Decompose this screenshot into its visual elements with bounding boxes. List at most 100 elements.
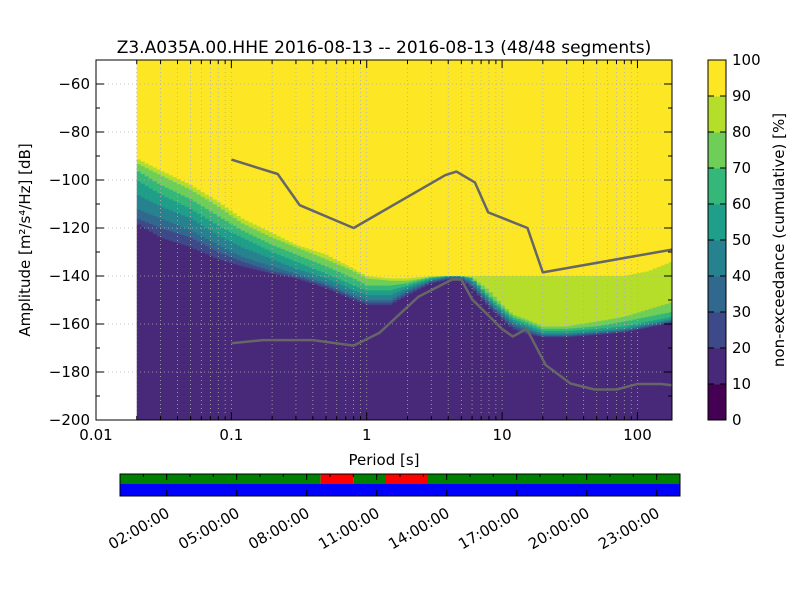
heatmap-cell bbox=[236, 245, 242, 256]
heatmap-cell bbox=[252, 229, 258, 237]
heatmap-cell bbox=[304, 279, 310, 283]
heatmap-cell bbox=[556, 276, 562, 327]
heatmap-cell bbox=[136, 227, 142, 420]
heatmap-cell bbox=[512, 329, 518, 333]
heatmap-cell bbox=[376, 279, 382, 287]
heatmap-cell bbox=[592, 332, 598, 335]
heatmap-cell bbox=[388, 304, 394, 308]
heatmap-cell bbox=[524, 319, 530, 323]
heatmap-cell bbox=[344, 294, 350, 298]
heatmap-cell bbox=[628, 320, 634, 326]
heatmap-cell bbox=[640, 311, 646, 319]
heatmap-cell bbox=[224, 60, 230, 209]
heatmap-cell bbox=[536, 60, 542, 277]
heatmap-cell bbox=[444, 277, 450, 280]
coverage-used-segment bbox=[428, 474, 680, 484]
heatmap-cell bbox=[300, 270, 306, 277]
heatmap-cell bbox=[560, 336, 566, 338]
heatmap-cell bbox=[576, 60, 582, 277]
heatmap-cell bbox=[260, 274, 266, 420]
heatmap-cell bbox=[384, 285, 390, 291]
heatmap-cell bbox=[292, 273, 298, 277]
heatmap-cell bbox=[432, 279, 438, 281]
heatmap-cell bbox=[476, 297, 482, 420]
coverage-time-label: 14:00:00 bbox=[385, 504, 452, 553]
heatmap-cell bbox=[260, 247, 266, 256]
heatmap-cell bbox=[300, 278, 306, 282]
heatmap-cell bbox=[168, 222, 174, 232]
heatmap-cell bbox=[236, 265, 242, 271]
heatmap-cell bbox=[668, 60, 672, 263]
heatmap-cell bbox=[628, 274, 634, 316]
heatmap-cell bbox=[204, 238, 210, 247]
heatmap-cell bbox=[652, 320, 658, 324]
heatmap-cell bbox=[412, 279, 418, 282]
heatmap-cell bbox=[616, 334, 622, 420]
heatmap-cell bbox=[624, 60, 630, 277]
heatmap-cell bbox=[160, 176, 166, 187]
heatmap-cell bbox=[348, 301, 354, 420]
heatmap-cell bbox=[212, 199, 218, 205]
heatmap-cell bbox=[196, 250, 202, 258]
heatmap-cell bbox=[356, 299, 362, 303]
heatmap-cell bbox=[412, 291, 418, 295]
heatmap-cell bbox=[172, 191, 178, 202]
heatmap-cell bbox=[536, 333, 542, 336]
heatmap-cell bbox=[588, 329, 594, 333]
heatmap-cell bbox=[636, 329, 642, 332]
heatmap-cell bbox=[292, 246, 298, 255]
heatmap-cell bbox=[436, 280, 442, 283]
heatmap-cell bbox=[416, 285, 422, 289]
heatmap-cell bbox=[456, 280, 462, 420]
heatmap-cell bbox=[308, 280, 314, 284]
heatmap-cell bbox=[612, 276, 618, 319]
heatmap-cell bbox=[544, 331, 550, 335]
heatmap-cell bbox=[216, 216, 222, 227]
heatmap-cell bbox=[156, 60, 162, 170]
heatmap-cell bbox=[260, 228, 266, 234]
heatmap-cell bbox=[180, 185, 186, 196]
heatmap-cell bbox=[152, 234, 158, 241]
heatmap-cell bbox=[528, 326, 534, 329]
heatmap-cell bbox=[396, 284, 402, 289]
heatmap-cell bbox=[256, 273, 262, 420]
heatmap-cell bbox=[412, 283, 418, 286]
heatmap-cell bbox=[628, 325, 634, 329]
heatmap-cell bbox=[520, 318, 526, 321]
heatmap-cell bbox=[224, 229, 230, 240]
heatmap-cell bbox=[492, 300, 498, 304]
heatmap-cell bbox=[216, 259, 222, 265]
heatmap-cell bbox=[532, 330, 538, 333]
heatmap-cell bbox=[616, 331, 622, 334]
heatmap-cell bbox=[332, 263, 338, 271]
heatmap-cell bbox=[648, 323, 654, 326]
heatmap-cell bbox=[436, 281, 442, 284]
heatmap-cell bbox=[580, 337, 586, 420]
heatmap-cell bbox=[496, 276, 502, 302]
heatmap-cell bbox=[552, 337, 558, 339]
heatmap-cell bbox=[604, 324, 610, 329]
heatmap-cell bbox=[576, 333, 582, 336]
heatmap-cell bbox=[204, 254, 210, 261]
heatmap-cell bbox=[228, 223, 234, 233]
heatmap-cell bbox=[404, 278, 410, 282]
heatmap-cell bbox=[612, 318, 618, 324]
heatmap-cell bbox=[616, 317, 622, 324]
heatmap-cell bbox=[180, 181, 186, 187]
heatmap-cell bbox=[660, 265, 666, 306]
heatmap-cell bbox=[432, 282, 438, 286]
heatmap-cell bbox=[436, 60, 442, 277]
heatmap-cell bbox=[484, 302, 490, 306]
heatmap-cell bbox=[172, 60, 178, 178]
heatmap-cell bbox=[552, 328, 558, 332]
heatmap-cell bbox=[440, 278, 446, 281]
heatmap-cell bbox=[192, 211, 198, 222]
heatmap-cell bbox=[212, 204, 218, 215]
heatmap-cell bbox=[552, 334, 558, 337]
heatmap-cell bbox=[560, 337, 566, 339]
heatmap-cell bbox=[204, 228, 210, 240]
heatmap-cell bbox=[652, 322, 658, 325]
heatmap-cell bbox=[344, 268, 350, 276]
heatmap-cell bbox=[480, 290, 486, 294]
heatmap-cell bbox=[476, 282, 482, 286]
